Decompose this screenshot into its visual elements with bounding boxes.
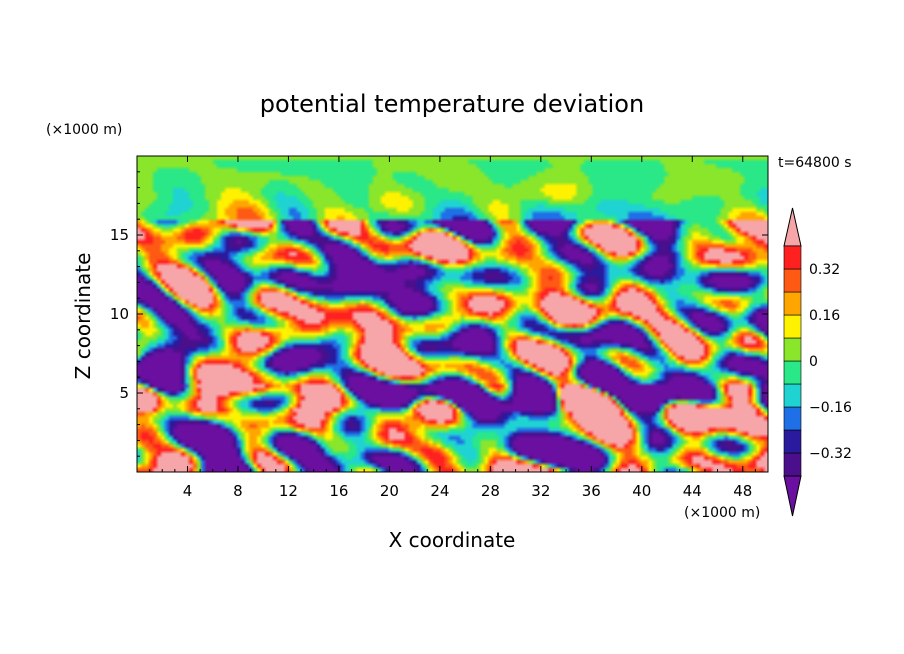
colorbar-segment bbox=[783, 452, 802, 477]
colorbar-segment bbox=[783, 383, 802, 408]
colorbar-segment bbox=[783, 291, 802, 316]
y-tick-label: 15 bbox=[110, 226, 129, 244]
x-tick-label: 32 bbox=[531, 482, 550, 500]
colorbar-under-triangle bbox=[783, 475, 802, 517]
colorbar-tick-label: 0 bbox=[809, 354, 818, 370]
time-label: t=64800 s bbox=[778, 155, 852, 171]
colorbar-tick-label: −0.32 bbox=[809, 446, 852, 462]
x-tick-label: 48 bbox=[733, 482, 752, 500]
x-tick-label: 40 bbox=[632, 482, 651, 500]
colorbar: 0.32 0.16 0 −0.16 −0.32 bbox=[783, 207, 852, 517]
x-unit-label: (×1000 m) bbox=[684, 505, 760, 521]
x-tick-label: 36 bbox=[582, 482, 601, 500]
colorbar-over-triangle bbox=[783, 207, 802, 247]
y-axis-title: Z coordinate bbox=[71, 253, 95, 380]
x-axis: 4 8 12 16 20 24 28 32 36 40 44 48 bbox=[149, 156, 756, 500]
x-tick-label: 28 bbox=[481, 482, 500, 500]
contour-fill bbox=[137, 156, 768, 472]
colorbar-segment bbox=[783, 406, 802, 431]
colorbar-tick-label: 0.32 bbox=[809, 262, 840, 278]
y-tick-label: 10 bbox=[110, 305, 129, 323]
x-tick-label: 12 bbox=[279, 482, 298, 500]
x-axis-title: X coordinate bbox=[389, 528, 516, 552]
colorbar-segment bbox=[783, 360, 802, 385]
colorbar-segment bbox=[783, 245, 802, 270]
colorbar-segment bbox=[783, 314, 802, 339]
colorbar-tick-label: −0.16 bbox=[809, 400, 852, 416]
contour-field bbox=[137, 156, 768, 472]
y-tick-label: 5 bbox=[119, 384, 129, 402]
x-tick-label: 16 bbox=[329, 482, 348, 500]
colorbar-segment bbox=[783, 268, 802, 293]
x-tick-label: 20 bbox=[380, 482, 399, 500]
colorbar-tick-label: 0.16 bbox=[809, 308, 840, 324]
chart-title: potential temperature deviation bbox=[260, 90, 644, 118]
x-tick-label: 24 bbox=[430, 482, 449, 500]
x-tick-label: 4 bbox=[183, 482, 193, 500]
y-axis: 5 10 15 bbox=[110, 171, 768, 457]
colorbar-segment bbox=[783, 337, 802, 362]
colorbar-segment bbox=[783, 429, 802, 454]
x-tick-label: 44 bbox=[683, 482, 702, 500]
x-tick-label: 8 bbox=[233, 482, 243, 500]
y-unit-label: (×1000 m) bbox=[46, 122, 122, 138]
